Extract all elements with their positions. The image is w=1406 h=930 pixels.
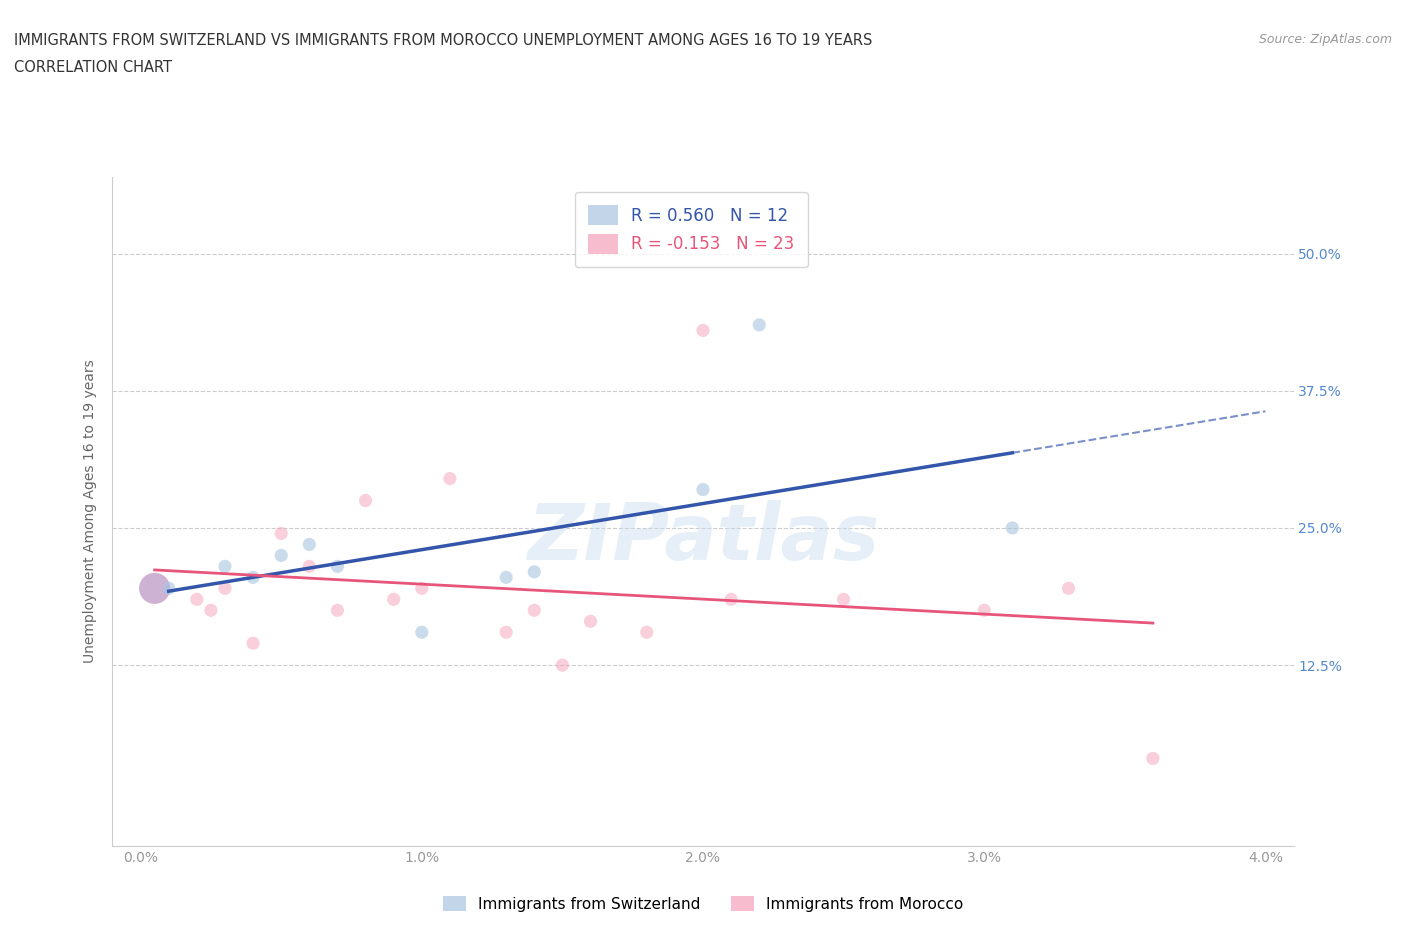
Point (579, 614, 602, 629)
Point (143, 581, 166, 596)
Point (326, 603, 349, 618)
Point (692, 323, 714, 338)
Point (692, 482, 714, 497)
Y-axis label: Unemployment Among Ages 16 to 19 years: Unemployment Among Ages 16 to 19 years (83, 360, 97, 663)
Point (270, 526, 292, 541)
Point (354, 493, 377, 508)
Point (298, 559, 321, 574)
Point (523, 565, 546, 579)
Legend: R = 0.560   N = 12, R = -0.153   N = 23: R = 0.560 N = 12, R = -0.153 N = 23 (575, 192, 808, 268)
Point (382, 591, 405, 606)
Point (411, 581, 433, 596)
Point (1142, 751, 1164, 766)
Point (186, 591, 208, 606)
Point (523, 603, 546, 618)
Point (270, 548, 292, 563)
Text: CORRELATION CHART: CORRELATION CHART (14, 60, 172, 75)
Point (242, 570, 264, 585)
Point (495, 625, 517, 640)
Point (214, 559, 236, 574)
Point (214, 581, 236, 596)
Text: Source: ZipAtlas.com: Source: ZipAtlas.com (1258, 33, 1392, 46)
Point (832, 591, 855, 606)
Point (157, 581, 180, 596)
Point (495, 570, 517, 585)
Point (298, 537, 321, 551)
Point (720, 591, 742, 606)
Point (411, 625, 433, 640)
Legend: Immigrants from Switzerland, Immigrants from Morocco: Immigrants from Switzerland, Immigrants … (437, 889, 969, 918)
Point (326, 559, 349, 574)
Point (748, 317, 770, 332)
Point (1001, 521, 1024, 536)
Point (1057, 581, 1080, 596)
Point (242, 636, 264, 651)
Point (551, 658, 574, 672)
Point (439, 472, 461, 486)
Point (200, 603, 222, 618)
Text: ZIPatlas: ZIPatlas (527, 500, 879, 577)
Point (636, 625, 658, 640)
Point (143, 581, 166, 596)
Text: IMMIGRANTS FROM SWITZERLAND VS IMMIGRANTS FROM MOROCCO UNEMPLOYMENT AMONG AGES 1: IMMIGRANTS FROM SWITZERLAND VS IMMIGRANT… (14, 33, 873, 47)
Point (973, 603, 995, 618)
